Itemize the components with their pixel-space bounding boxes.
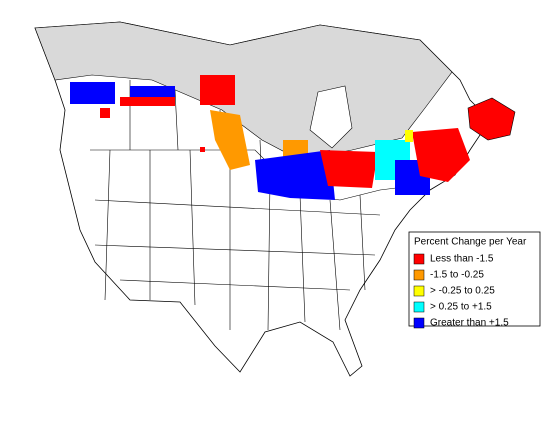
legend-box [408,231,541,327]
legend-swatch [413,269,425,281]
trend-regions [70,75,470,200]
legend-swatch [413,317,425,329]
legend-swatch [413,301,425,313]
legend-label: -1.5 to -0.25 [430,270,484,281]
legend-label: Less than -1.5 [430,254,494,265]
legend-label: > 0.25 to +1.5 [430,302,492,313]
legend-label: Greater than +1.5 [430,318,509,329]
legend-title: Percent Change per Year [414,237,527,248]
legend-swatch [413,285,425,297]
legend: Percent Change per Year Less than -1.5 -1… [408,231,541,329]
legend-swatch [413,253,425,265]
legend-label: > -0.25 to 0.25 [430,286,495,297]
land [34,21,516,377]
